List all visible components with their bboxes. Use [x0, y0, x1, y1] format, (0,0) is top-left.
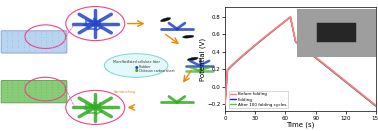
Ellipse shape: [161, 18, 170, 22]
X-axis label: Time (s): Time (s): [286, 122, 315, 128]
Ellipse shape: [183, 35, 194, 38]
Before folding: [290, 26, 295, 28]
Circle shape: [66, 7, 125, 41]
Folding: [272, 29, 276, 31]
After 100 folding cycles: [290, 27, 295, 29]
Legend: Before folding, Folding, After 100 folding cycles: Before folding, Folding, After 100 foldi…: [229, 91, 288, 108]
Folding: [224, 90, 228, 92]
Circle shape: [66, 90, 125, 124]
Text: ●: ●: [134, 69, 138, 73]
Folding: [358, 93, 363, 94]
Folding: [290, 27, 295, 28]
Y-axis label: Potential (V): Potential (V): [200, 37, 206, 81]
Line: Before folding: Before folding: [225, 17, 376, 106]
After 100 folding cycles: [358, 93, 363, 95]
Text: Microfibrillated cellulose fiber: Microfibrillated cellulose fiber: [113, 60, 160, 64]
Folding: [223, 105, 227, 107]
After 100 folding cycles: [272, 29, 276, 31]
Text: Rubber: Rubber: [138, 66, 151, 69]
After 100 folding cycles: [274, 28, 278, 30]
Before folding: [223, 105, 227, 107]
After 100 folding cycles: [224, 90, 228, 92]
Line: After 100 folding cycles: After 100 folding cycles: [225, 17, 376, 107]
Before folding: [358, 92, 363, 94]
After 100 folding cycles: [288, 17, 293, 18]
Text: Chitosan carbon sheet: Chitosan carbon sheet: [138, 69, 175, 73]
After 100 folding cycles: [291, 32, 296, 34]
Before folding: [374, 105, 378, 107]
Ellipse shape: [187, 57, 198, 61]
Before folding: [224, 90, 228, 91]
FancyBboxPatch shape: [1, 81, 67, 103]
Before folding: [288, 16, 293, 18]
Folding: [288, 16, 293, 18]
Text: ●: ●: [134, 66, 138, 69]
Folding: [291, 32, 296, 34]
Before folding: [272, 29, 276, 31]
Before folding: [274, 28, 278, 29]
Text: Sandwiching: Sandwiching: [113, 90, 136, 94]
Line: Folding: Folding: [225, 17, 376, 106]
Folding: [274, 28, 278, 29]
Folding: [374, 105, 378, 107]
Ellipse shape: [104, 54, 168, 77]
Before folding: [291, 32, 296, 33]
FancyBboxPatch shape: [1, 31, 67, 53]
After 100 folding cycles: [223, 106, 227, 107]
After 100 folding cycles: [374, 106, 378, 107]
